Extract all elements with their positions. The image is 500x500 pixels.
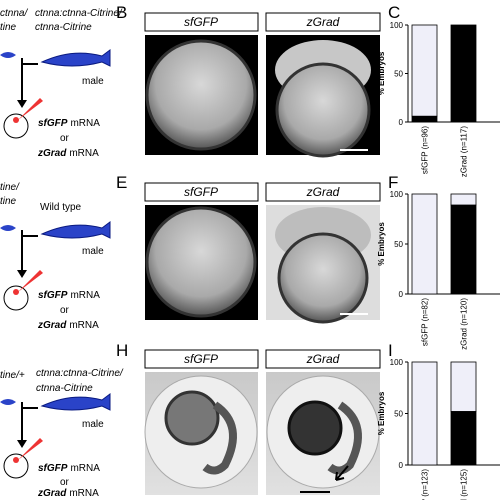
male-genotype: ctnna:ctnna-Citrine/ <box>35 8 123 19</box>
schematic: tine/ tine Wild type male sfGFP mRNA or z… <box>0 182 111 331</box>
injection: or <box>60 305 70 316</box>
bar-segment <box>450 193 477 206</box>
panel-label: E <box>116 173 127 192</box>
male-label: male <box>82 246 104 257</box>
y-tick-label: 50 <box>394 410 403 419</box>
male-genotype: ctnna-Citrine <box>36 383 93 394</box>
y-tick-label: 50 <box>394 70 403 79</box>
female-genotype: tine/ <box>0 182 20 193</box>
y-tick-label: 100 <box>390 190 404 199</box>
injection: sfGFP mRNA <box>38 118 100 129</box>
y-tick-label: 0 <box>399 290 404 299</box>
male-label: male <box>82 419 104 430</box>
x-tick-label: sfGFP (n=96) <box>421 126 430 174</box>
male-label: male <box>82 76 104 87</box>
injection: or <box>60 477 70 488</box>
y-axis-label: % Embryos <box>377 51 386 95</box>
image-header: sfGFP <box>184 185 218 199</box>
panel-label: C <box>388 3 400 22</box>
injection: zGrad mRNA <box>37 488 99 499</box>
bar-segment <box>450 361 477 412</box>
panel-label: I <box>388 341 393 360</box>
injection: sfGFP mRNA <box>38 290 100 301</box>
panel-label: H <box>116 341 128 360</box>
female-genotype: tine <box>0 196 17 207</box>
male-genotype: Wild type <box>40 202 82 213</box>
male-genotype: ctnna-Citrine <box>35 22 92 33</box>
bar-segment <box>411 24 438 117</box>
y-tick-label: 100 <box>390 358 404 367</box>
x-tick-label: zGrad (n=120) <box>460 298 469 350</box>
bar-segment <box>450 204 477 295</box>
y-tick-label: 50 <box>394 240 403 249</box>
female-genotype: tine/+ <box>0 370 25 381</box>
y-tick-label: 100 <box>390 21 404 30</box>
image-header: zGrad <box>306 352 340 366</box>
bar-segment <box>411 361 438 466</box>
bar-segment <box>411 193 438 295</box>
y-tick-label: 0 <box>399 461 404 470</box>
injection: zGrad mRNA <box>37 320 99 331</box>
bar-segment <box>411 115 438 123</box>
bar-segment <box>450 411 477 466</box>
injection: or <box>60 133 70 144</box>
panel-label: F <box>388 173 398 192</box>
x-tick-label: sfGFP (n=123) <box>421 469 430 500</box>
micrograph-panels: sfGFP zGrad sfGFP zGrad sfGFP zGrad <box>144 12 381 495</box>
x-tick-label: sfGFP (n=82) <box>421 298 430 346</box>
male-genotype: ctnna:ctnna-Citrine/ <box>36 368 124 379</box>
image-header: sfGFP <box>184 15 218 29</box>
y-axis-label: % Embryos <box>377 391 386 435</box>
image-header: zGrad <box>306 185 340 199</box>
female-genotype: tine <box>0 22 17 33</box>
x-tick-label: zGrad (n=117) <box>460 126 469 178</box>
image-header: zGrad <box>306 15 340 29</box>
x-tick-label: zGrad (n=125) <box>460 469 469 500</box>
injection: zGrad mRNA <box>37 148 99 159</box>
injection: sfGFP mRNA <box>38 463 100 474</box>
y-tick-label: 0 <box>399 118 404 127</box>
bar-segment <box>450 24 477 123</box>
schematic: ctnna/ tine ctnna:ctnna-Citrine/ ctnna-C… <box>0 8 123 159</box>
image-header: sfGFP <box>184 352 218 366</box>
female-genotype: ctnna/ <box>0 8 28 19</box>
panel-label: B <box>116 3 127 22</box>
y-axis-label: % Embryos <box>377 222 386 266</box>
schematic: tine/+ ctnna:ctnna-Citrine/ ctnna-Citrin… <box>0 368 124 499</box>
